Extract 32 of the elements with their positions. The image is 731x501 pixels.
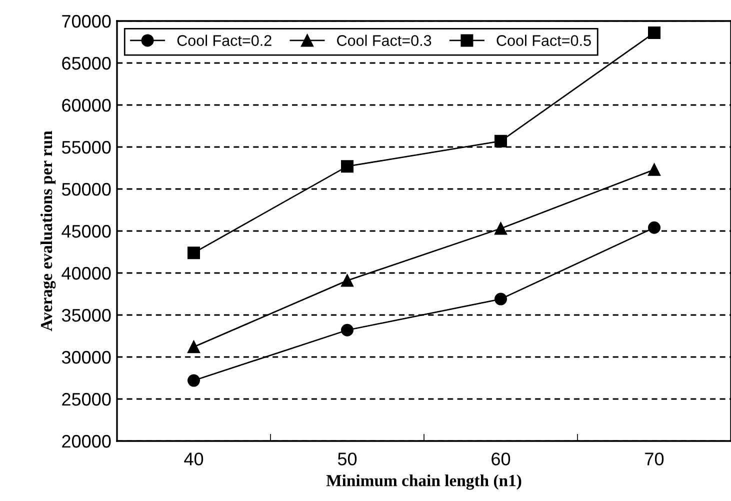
legend-label: Cool Fact=0.5 (496, 34, 591, 46)
point (648, 163, 660, 176)
x-tick-label: 40 (184, 452, 204, 466)
y-tick-label: 55000 (62, 140, 111, 154)
legend-label: Cool Fact=0.3 (337, 34, 432, 46)
point (494, 292, 507, 306)
point (648, 221, 660, 234)
point (188, 340, 200, 354)
y-tick-label: 65000 (62, 56, 111, 70)
x-tick-label: 60 (492, 452, 510, 466)
point (188, 246, 200, 260)
y-tick-label: 35000 (62, 308, 111, 322)
point (341, 160, 354, 173)
y-tick-label: 20000 (62, 434, 111, 448)
y-tick-label: 50000 (62, 182, 111, 196)
y-axis-title: Average evaluations per run (40, 130, 56, 332)
point (494, 222, 507, 235)
x-axis-title: Minimum chain length (n1) (326, 474, 522, 490)
point (341, 274, 354, 287)
x-tick-label: 70 (645, 452, 664, 466)
point (188, 374, 200, 387)
point (648, 26, 660, 40)
y-tick-label: 30000 (62, 350, 111, 364)
y-tick-label: 70000 (62, 14, 111, 28)
legend-label: Cool Fact=0.2 (177, 34, 272, 46)
y-tick-label: 45000 (62, 224, 111, 238)
point (341, 324, 354, 336)
y-tick-label: 40000 (62, 266, 111, 280)
y-tick-label: 25000 (62, 392, 111, 406)
y-tick-label: 60000 (62, 98, 111, 112)
point (494, 134, 507, 148)
x-tick-label: 50 (338, 452, 357, 466)
